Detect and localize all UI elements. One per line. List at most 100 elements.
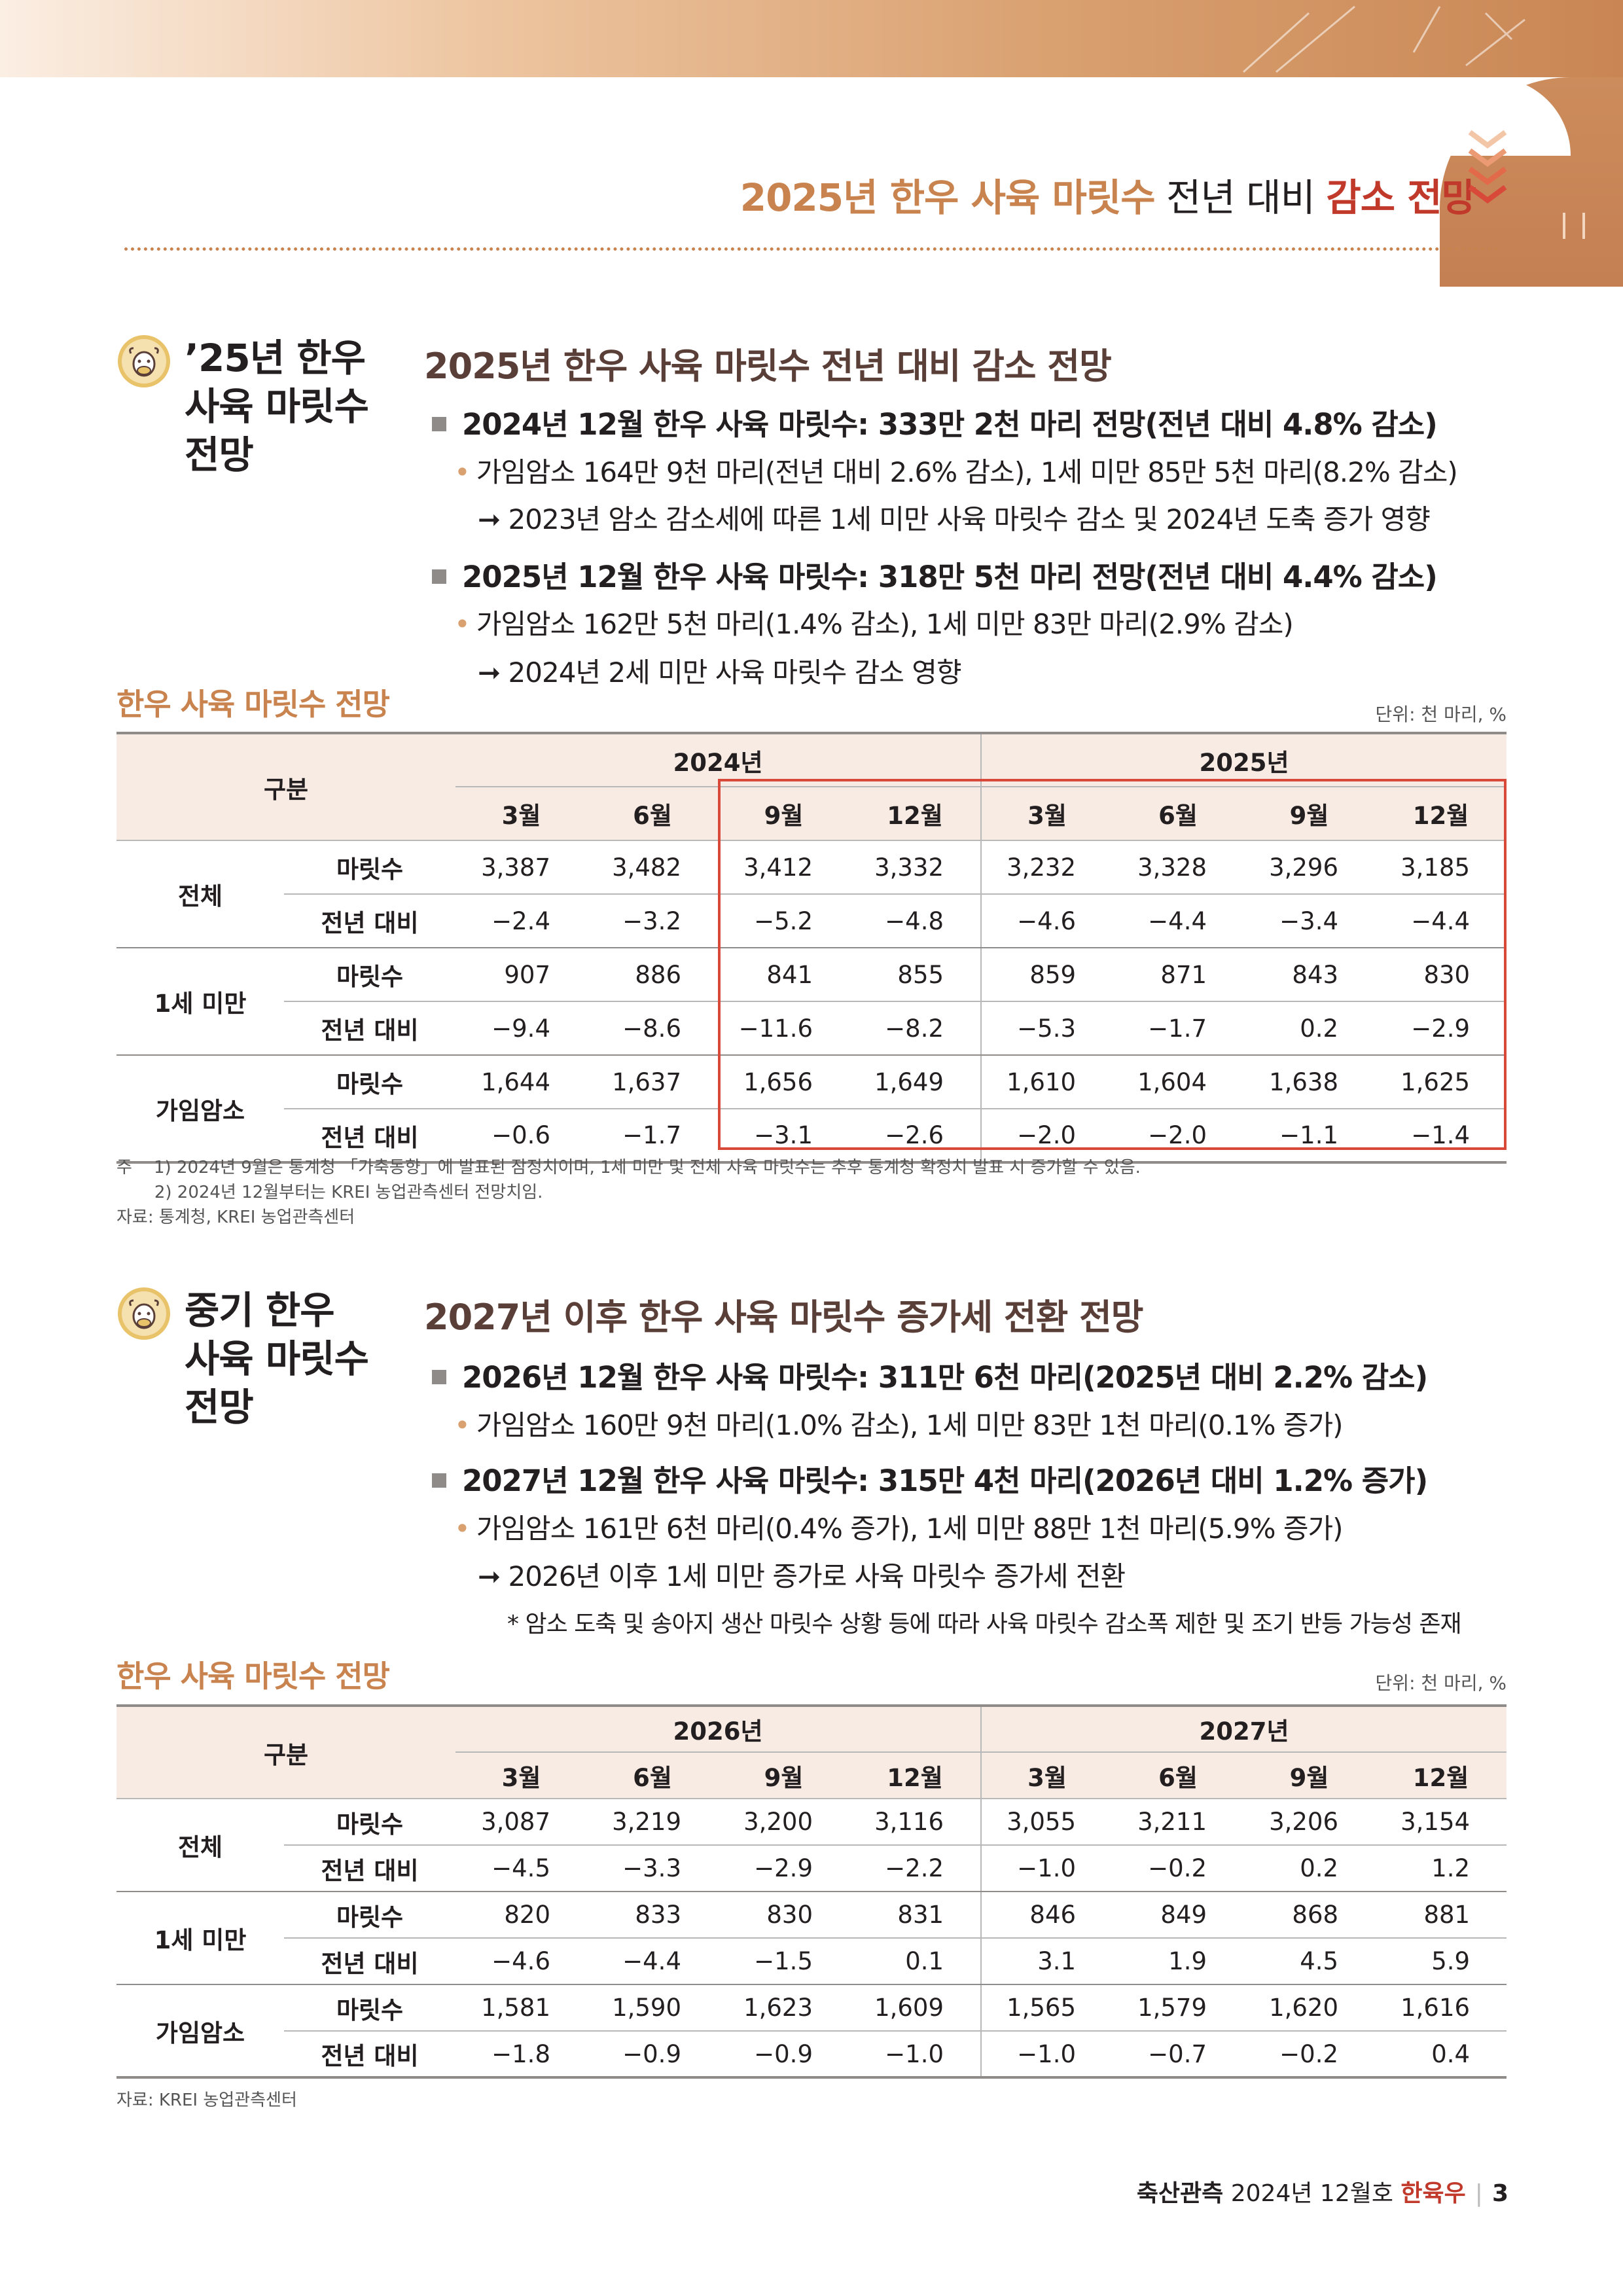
page-number: 3 [1491,2180,1508,2207]
table2-cell: −3.3 [587,1845,718,1892]
table1-cell: 1,604 [1113,1055,1244,1109]
section2-bullet1-sub-text: 가임암소 160만 9천 마리(1.0% 감소), 1세 미만 83만 1천 마… [476,1409,1344,1441]
table1-cell: −3.4 [1243,894,1376,948]
table1: 구분 2024년 2025년 3월 6월 9월 12월 3월 6월 9월 12월… [116,732,1507,1164]
table1-month: 3월 [455,787,587,841]
table1-cell: 1,656 [718,1055,849,1109]
table1-row: 전년 대비 −9.4 −8.6 −11.6 −8.2 −5.3 −1.7 0.2 −2.9 [116,1001,1507,1056]
page-title-part1: 2025년 한우 사육 마릿수 [740,175,1156,220]
table1-title: 한우 사육 마릿수 전망 [116,687,390,722]
table1-row-label: 마릿수 [284,948,455,1002]
section1-bullet2-sub-text: 가임암소 162만 5천 마리(1.4% 감소), 1세 미만 83만 마리(2… [476,608,1294,640]
table2-cell: 3,055 [980,1799,1113,1846]
table2-cell: 1,590 [587,1984,718,2032]
header-divider [124,247,1499,251]
table2-month: 6월 [1113,1752,1244,1799]
section2-star-note: * 암소 도축 및 송아지 생산 마릿수 상황 등에 따라 사육 마릿수 감소폭… [507,1611,1462,1638]
section1-bullet1-arrow: ➞ 2023년 암소 감소세에 따른 1세 미만 사육 마릿수 감소 및 202… [478,497,1431,537]
table1-cell: −2.6 [849,1109,982,1163]
table2-cell: 1,579 [1113,1984,1244,2032]
section1-heading: 2025년 한우 사육 마릿수 전년 대비 감소 전망 [424,346,1112,387]
section2-heading: 2027년 이후 한우 사육 마릿수 증가세 전환 전망 [424,1297,1143,1338]
table1-cell: −2.0 [980,1109,1113,1163]
table2-month: 9월 [718,1752,849,1799]
section2-side-title: 중기 한우 사육 마릿수 전망 [185,1288,369,1429]
table2-cell: −1.0 [980,2031,1113,2078]
section2-bullet1: 2026년 12월 한우 사육 마릿수: 311만 6천 마리(2025년 대비… [432,1354,1428,1396]
table1-row-label: 전년 대비 [284,1109,455,1163]
table2-group-label: 가임암소 [116,1984,284,2078]
table1-cell: −3.1 [718,1109,849,1163]
table2-row: 1세 미만 마릿수 820 833 830 831 846 849 868 881 [116,1892,1507,1985]
table2-row-label: 전년 대비 [284,1845,455,1892]
table2-cell: 881 [1375,1892,1507,1939]
section1-bullet2-text: 2025년 12월 한우 사육 마릿수: 318만 5천 마리 전망(전년 대비… [462,560,1438,594]
table1-cell: −2.9 [1375,1001,1507,1056]
section2-bullet2-text: 2027년 12월 한우 사육 마릿수: 315만 4천 마리(2026년 대비… [462,1463,1428,1498]
table1-cell: 3,232 [980,840,1113,895]
table2-month: 12월 [849,1752,982,1799]
table1-cell: 1,625 [1375,1055,1507,1109]
page-title-part3: 감소 전망 [1326,175,1476,220]
table2-corner: 구분 [116,1706,455,1799]
table1-cell: 859 [980,948,1113,1002]
arrow-right-icon: ➞ [478,503,508,535]
table2-cell: 1,620 [1243,1984,1376,2032]
section1-bullet2: 2025년 12월 한우 사육 마릿수: 318만 5천 마리 전망(전년 대비… [432,553,1438,596]
section2-bullet2: 2027년 12월 한우 사육 마릿수: 315만 4천 마리(2026년 대비… [432,1457,1428,1499]
table2-cell: 1.2 [1375,1845,1507,1892]
arrow-right-icon: ➞ [478,656,508,689]
table2-cell: −1.5 [718,1938,849,1985]
table1-cell: 907 [455,948,587,1002]
table2-cell: −0.7 [1113,2031,1244,2078]
table2-cell: 831 [849,1892,982,1939]
table1-unit: 단위: 천 마리, % [1375,704,1507,725]
chevron-down-icon [1468,130,1507,204]
table1-cell: −8.2 [849,1001,982,1056]
table1-cell: −11.6 [718,1001,849,1056]
table1-cell: 841 [718,948,849,1002]
table1-row-label: 전년 대비 [284,894,455,948]
table1-month: 12월 [1375,787,1507,841]
table2-cell: 3,116 [849,1799,982,1846]
table2-cell: −0.9 [718,2031,849,2078]
section1-side-title: ’25년 한우 사육 마릿수 전망 [185,336,369,477]
table2-cell: 820 [455,1892,587,1939]
table2-month: 9월 [1243,1752,1376,1799]
section1-bullet2-sub: • 가임암소 162만 5천 마리(1.4% 감소), 1세 미만 83만 마리(… [454,602,1294,642]
table2-month: 3월 [455,1752,587,1799]
table2-cell: 1,616 [1375,1984,1507,2032]
footer-category: 한육우 [1400,2180,1466,2207]
footer-issue: 2024년 12월호 [1223,2180,1401,2207]
section1-bullet1-arrow-text: 2023년 암소 감소세에 따른 1세 미만 사육 마릿수 감소 및 2024년… [508,503,1431,535]
table1-cell: −2.4 [455,894,587,948]
table1-cell: −4.4 [1375,894,1507,948]
arrow-right-icon: ➞ [478,1560,508,1592]
section2-bullet2-arrow: ➞ 2026년 이후 1세 미만 증가로 사육 마릿수 증가세 전환 [478,1554,1126,1594]
table2: 구분 2026년 2027년 3월 6월 9월 12월 3월 6월 9월 12월… [116,1704,1507,2079]
table1-group-label: 전체 [116,840,284,948]
table1-cell: 3,482 [587,840,718,895]
side-tab-lines [1563,213,1585,239]
table1-cell: 871 [1113,948,1244,1002]
dot-bullet-icon: • [454,456,471,488]
table1-year-1: 2025년 [980,733,1507,787]
table1-cell: −1.4 [1375,1109,1507,1163]
section2-bullet2-arrow-text: 2026년 이후 1세 미만 증가로 사육 마릿수 증가세 전환 [508,1560,1126,1592]
table1-month: 12월 [849,787,982,841]
table2-cell: 3,211 [1113,1799,1244,1846]
table1-cell: −1.1 [1243,1109,1376,1163]
table2-cell: 1,609 [849,1984,982,2032]
table1-month: 6월 [1113,787,1244,841]
table1-cell: −3.2 [587,894,718,948]
table2-cell: −1.0 [849,2031,982,2078]
section2-bullet2-sub: • 가임암소 161만 6천 마리(0.4% 증가), 1세 미만 88만 1천 … [454,1507,1344,1547]
dot-bullet-icon: • [454,1409,471,1441]
header-band [0,0,1623,77]
section2-bullet1-text: 2026년 12월 한우 사육 마릿수: 311만 6천 마리(2025년 대비… [462,1360,1428,1395]
table1-cell: 886 [587,948,718,1002]
header-curve [0,77,1571,156]
table2-cell: 3,087 [455,1799,587,1846]
table1-cell: 1,649 [849,1055,982,1109]
table1-month: 3월 [980,787,1113,841]
